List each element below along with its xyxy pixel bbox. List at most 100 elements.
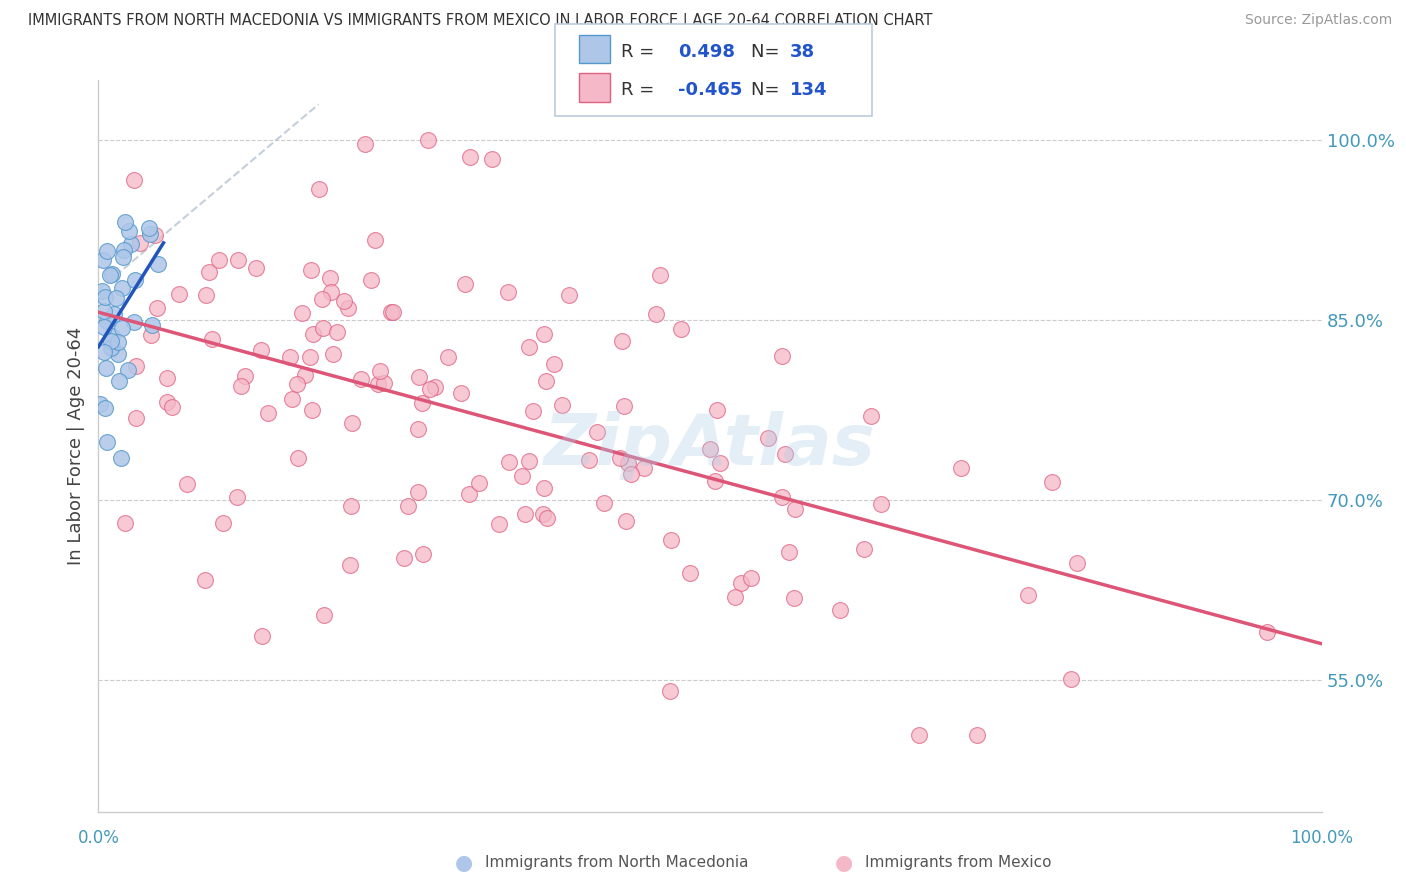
Text: Immigrants from Mexico: Immigrants from Mexico xyxy=(865,855,1052,870)
Immigrants from North Macedonia xyxy=(96,314,118,328)
Immigrants from Mexico xyxy=(299,263,322,277)
Immigrants from Mexico xyxy=(340,499,363,513)
Immigrants from Mexico xyxy=(311,293,333,307)
Text: IMMIGRANTS FROM NORTH MACEDONIA VS IMMIGRANTS FROM MEXICO IN LABOR FORCE | AGE 2: IMMIGRANTS FROM NORTH MACEDONIA VS IMMIG… xyxy=(28,13,932,29)
Immigrants from Mexico xyxy=(412,548,434,562)
Immigrants from Mexico xyxy=(543,357,565,371)
Immigrants from Mexico xyxy=(578,452,600,467)
Immigrants from North Macedonia xyxy=(100,334,122,348)
Immigrants from North Macedonia xyxy=(141,318,163,333)
Immigrants from Mexico xyxy=(167,287,190,301)
Immigrants from Mexico xyxy=(411,396,433,410)
Immigrants from North Macedonia xyxy=(103,307,125,321)
Text: 100.0%: 100.0% xyxy=(1291,829,1353,847)
Immigrants from Mexico xyxy=(367,376,389,391)
Immigrants from Mexico xyxy=(360,273,382,287)
Immigrants from North Macedonia xyxy=(93,320,115,334)
Immigrants from North Macedonia xyxy=(118,224,141,238)
Immigrants from Mexico xyxy=(783,591,806,606)
Immigrants from Mexico xyxy=(730,575,752,590)
Immigrants from Mexico xyxy=(620,467,643,482)
Immigrants from Mexico xyxy=(709,457,731,471)
Immigrants from Mexico xyxy=(551,398,574,412)
Immigrants from Mexico xyxy=(531,507,554,521)
Immigrants from North Macedonia xyxy=(138,220,160,235)
Immigrants from Mexico xyxy=(1256,625,1278,640)
Immigrants from Mexico xyxy=(122,172,145,186)
Immigrants from Mexico xyxy=(773,447,796,461)
Immigrants from North Macedonia xyxy=(93,253,115,268)
Immigrants from Mexico xyxy=(125,359,148,373)
Text: Source: ZipAtlas.com: Source: ZipAtlas.com xyxy=(1244,13,1392,28)
Immigrants from Mexico xyxy=(517,340,540,354)
Immigrants from North Macedonia xyxy=(108,374,131,388)
Immigrants from Mexico xyxy=(498,455,520,469)
Immigrants from Mexico xyxy=(534,374,557,388)
Immigrants from Mexico xyxy=(340,417,363,431)
Immigrants from North Macedonia xyxy=(114,215,136,229)
Immigrants from Mexico xyxy=(659,684,682,698)
Immigrants from North Macedonia xyxy=(107,347,129,361)
Text: 38: 38 xyxy=(790,43,815,61)
Immigrants from North Macedonia xyxy=(93,304,115,318)
Immigrants from Mexico xyxy=(533,326,555,341)
Immigrants from Mexico xyxy=(339,558,361,573)
Immigrants from Mexico xyxy=(699,442,721,456)
Immigrants from Mexico xyxy=(1066,556,1088,570)
Immigrants from Mexico xyxy=(425,380,447,394)
Immigrants from Mexico xyxy=(291,306,314,320)
Immigrants from Mexico xyxy=(770,349,793,363)
Immigrants from Mexico xyxy=(156,371,179,385)
Immigrants from Mexico xyxy=(778,545,800,559)
Immigrants from North Macedonia xyxy=(94,401,117,416)
Immigrants from Mexico xyxy=(301,403,323,417)
Immigrants from Mexico xyxy=(245,260,267,275)
Immigrants from North Macedonia xyxy=(111,281,134,295)
Immigrants from Mexico xyxy=(706,403,728,417)
Immigrants from Mexico xyxy=(114,516,136,530)
Immigrants from Mexico xyxy=(160,400,183,414)
Immigrants from Mexico xyxy=(392,550,415,565)
Immigrants from Mexico xyxy=(1017,588,1039,602)
Immigrants from Mexico xyxy=(512,469,534,483)
Text: ZipAtlas: ZipAtlas xyxy=(544,411,876,481)
Immigrants from Mexico xyxy=(617,456,640,470)
Immigrants from Mexico xyxy=(481,152,503,166)
Immigrants from Mexico xyxy=(533,481,555,495)
Immigrants from Mexico xyxy=(353,137,375,152)
Text: R =: R = xyxy=(621,81,661,99)
Immigrants from Mexico xyxy=(298,350,321,364)
Immigrants from Mexico xyxy=(285,376,308,391)
Text: N=: N= xyxy=(751,43,785,61)
Immigrants from Mexico xyxy=(633,461,655,475)
Immigrants from Mexico xyxy=(287,450,309,465)
Immigrants from Mexico xyxy=(908,728,931,742)
Immigrants from Mexico xyxy=(197,265,219,279)
Immigrants from Mexico xyxy=(453,277,475,291)
Immigrants from North Macedonia xyxy=(100,340,122,354)
Immigrants from Mexico xyxy=(201,332,224,346)
Immigrants from Mexico xyxy=(783,502,806,516)
Text: -0.465: -0.465 xyxy=(678,81,742,99)
Immigrants from North Macedonia xyxy=(124,273,146,287)
Immigrants from Mexico xyxy=(679,566,702,581)
Immigrants from Mexico xyxy=(176,477,198,491)
Text: N=: N= xyxy=(751,81,785,99)
Immigrants from Mexico xyxy=(704,474,727,488)
Immigrants from Mexico xyxy=(853,542,876,557)
Immigrants from Mexico xyxy=(252,628,274,642)
Immigrants from Mexico xyxy=(257,406,280,420)
Immigrants from Mexico xyxy=(332,293,354,308)
Immigrants from Mexico xyxy=(949,461,972,475)
Immigrants from Mexico xyxy=(312,321,335,335)
Immigrants from Mexico xyxy=(966,728,988,742)
Immigrants from North Macedonia xyxy=(105,291,128,305)
Immigrants from Mexico xyxy=(408,484,430,499)
Immigrants from Mexico xyxy=(458,486,481,500)
Immigrants from Mexico xyxy=(364,233,387,247)
Immigrants from Mexico xyxy=(869,497,891,511)
Text: 0.0%: 0.0% xyxy=(77,829,120,847)
Immigrants from North Macedonia xyxy=(146,257,169,271)
Immigrants from Mexico xyxy=(373,376,395,390)
Immigrants from Mexico xyxy=(517,454,540,468)
